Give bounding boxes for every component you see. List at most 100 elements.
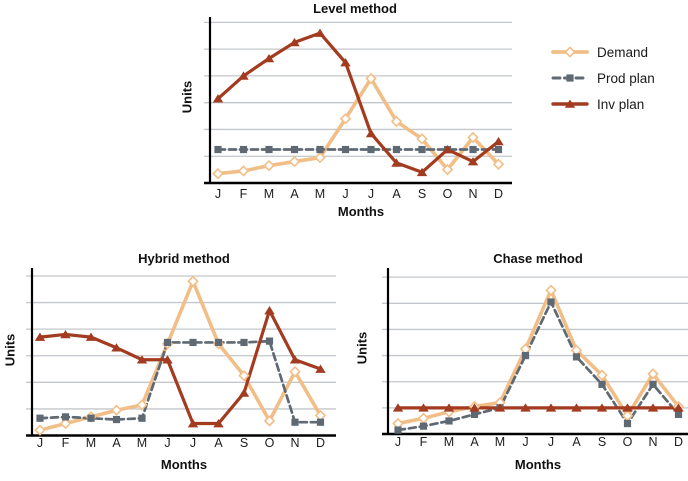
triangle-marker [469, 403, 480, 412]
square-marker [445, 417, 453, 425]
square-marker [649, 380, 657, 388]
square-marker [419, 422, 428, 430]
triangle-marker [289, 355, 301, 364]
diamond-marker [59, 417, 72, 430]
triangle-marker [596, 403, 608, 412]
triangle-marker [212, 94, 224, 103]
square-marker [392, 145, 401, 154]
x-tick-label: J [190, 436, 196, 450]
x-tick-label: A [572, 435, 581, 449]
triangle-marker [238, 388, 250, 397]
diamond-marker [441, 163, 454, 176]
square-marker [138, 414, 146, 422]
diamond-marker [314, 151, 326, 164]
triangle-marker [391, 158, 402, 167]
triangle-marker [392, 403, 404, 412]
square-marker [36, 414, 44, 422]
legend-item-inv-plan: Inv plan [551, 96, 688, 112]
legend-item-demand: Demand [551, 44, 688, 60]
square-marker [469, 145, 477, 154]
x-tick-label: F [420, 435, 428, 449]
x-tick-label: D [494, 187, 503, 201]
square-marker [214, 338, 223, 347]
x-tick-label: N [290, 436, 299, 450]
x-tick-label: J [395, 435, 401, 449]
x-tick-label: S [240, 436, 248, 450]
chart-title: Hybrid method [138, 251, 230, 266]
square-marker [265, 337, 274, 345]
triangle-marker [34, 332, 46, 341]
triangle-marker [571, 403, 582, 412]
x-tick-label: M [444, 435, 454, 449]
triangle-marker [315, 364, 326, 373]
square-marker [367, 145, 375, 154]
triangle-marker [520, 403, 531, 412]
x-tick-label: F [62, 436, 70, 450]
diamond-marker [339, 113, 352, 125]
x-tick-label: O [265, 436, 275, 450]
diamond-marker [365, 72, 377, 85]
legend-label-inv-plan: Inv plan [597, 96, 645, 112]
legend-item-prod-plan: Prod plan [551, 70, 688, 86]
square-marker [418, 145, 426, 154]
prod_plan-line [38, 339, 322, 424]
triangle-marker [162, 355, 173, 364]
square-marker [290, 145, 299, 154]
square-marker [521, 351, 530, 360]
triangle-marker [314, 28, 326, 37]
diamond-marker [390, 115, 403, 128]
diamond-marker [263, 415, 276, 427]
x-tick-label: J [164, 436, 170, 450]
triangle-marker [85, 332, 97, 341]
x-tick-label: F [240, 187, 248, 201]
diamond-marker [263, 159, 275, 172]
square-marker [470, 410, 479, 418]
x-tick-label: J [522, 435, 528, 449]
square-marker [341, 145, 350, 154]
x-tick-label: A [112, 436, 121, 450]
square-marker [674, 410, 683, 418]
x-tick-label: O [623, 435, 633, 449]
x-tick-label: N [468, 187, 477, 201]
diamond-marker [467, 131, 479, 144]
x-tick-label: J [215, 187, 221, 201]
x-tick-label: D [316, 436, 325, 450]
chart-title: Level method [313, 1, 397, 16]
square-marker [163, 338, 172, 347]
diamond-marker [647, 368, 659, 380]
prod-plan-line-icon [551, 74, 589, 82]
diamond-marker [110, 404, 123, 416]
triangle-marker [213, 419, 224, 428]
triangle-marker [494, 403, 506, 412]
triangle-marker [564, 99, 576, 108]
square-marker [316, 145, 324, 154]
triangle-marker [418, 403, 429, 412]
triangle-marker [187, 419, 199, 428]
triangle-marker [238, 71, 249, 80]
triangle-marker [442, 145, 453, 154]
x-tick-label: M [86, 436, 96, 450]
square-marker [265, 145, 273, 154]
x-axis-label: Months [337, 204, 385, 219]
triangle-marker [647, 403, 659, 412]
x-tick-label: A [290, 187, 299, 201]
triangle-marker [545, 403, 557, 412]
diamond-marker [288, 155, 301, 168]
square-marker [112, 415, 121, 424]
x-axis-label: Months [514, 457, 562, 472]
square-marker [623, 419, 632, 428]
triangle-marker [673, 403, 684, 412]
triangle-marker [365, 128, 377, 138]
x-tick-label: M [315, 187, 325, 201]
triangle-marker [289, 37, 300, 47]
triangle-marker [443, 403, 455, 412]
diamond-marker [564, 46, 576, 58]
diamond-marker [187, 275, 199, 288]
diamond-marker [416, 133, 428, 145]
x-tick-label: J [548, 435, 554, 449]
